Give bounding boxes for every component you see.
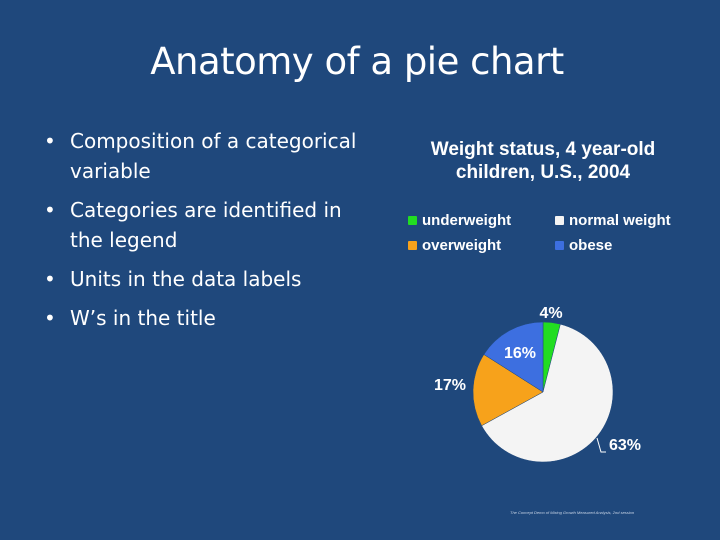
bullet-text: Categories are identified in the legend xyxy=(70,198,342,252)
data-label-overweight: 17% xyxy=(434,377,466,394)
legend-item-underweight: underweight xyxy=(408,212,555,229)
bullet-item: • Composition of a categorical variable xyxy=(44,126,364,186)
bullet-dot: • xyxy=(44,306,56,330)
bullet-dot: • xyxy=(44,198,56,222)
bullet-item: • Categories are identified in the legend xyxy=(44,195,364,255)
bullet-item: • Units in the data labels xyxy=(44,264,364,294)
slide-title: Anatomy of a pie chart xyxy=(150,40,564,83)
bullet-dot: • xyxy=(44,129,56,153)
legend-swatch-overweight xyxy=(408,241,417,250)
legend-swatch-underweight xyxy=(408,216,417,225)
chart-title: Weight status, 4 year-old children, U.S.… xyxy=(430,139,656,183)
legend-item-overweight: overweight xyxy=(408,237,555,254)
legend-item-normal-weight: normal weight xyxy=(555,212,705,229)
bullet-dot: • xyxy=(44,267,56,291)
pie-slice-overweight xyxy=(472,354,544,427)
bullet-item: • W’s in the title xyxy=(44,303,364,333)
legend-label-obese: obese xyxy=(569,237,613,254)
data-label-obese: 16% xyxy=(504,345,536,362)
chart-legend: underweight normal weight overweight obe… xyxy=(408,212,708,254)
data-label-underweight: 4% xyxy=(539,305,562,322)
legend-item-obese: obese xyxy=(555,237,705,254)
leader-line-normal-weight xyxy=(596,437,606,453)
legend-label-underweight: underweight xyxy=(422,212,512,229)
pie-slice-normal-weight xyxy=(481,323,614,463)
credit-text: The Concept Demo of Mixing Growth Measur… xyxy=(510,510,635,515)
bullet-text: Units in the data labels xyxy=(70,267,302,291)
legend-swatch-normal-weight xyxy=(555,216,564,225)
bullet-text: W’s in the title xyxy=(70,306,216,330)
pie-slice-obese xyxy=(483,321,544,393)
legend-swatch-obese xyxy=(555,241,564,250)
bullet-list: • Composition of a categorical variable •… xyxy=(44,126,364,342)
legend-label-overweight: overweight xyxy=(422,237,502,254)
legend-label-normal-weight: normal weight xyxy=(569,212,671,229)
data-label-normal-weight: 63% xyxy=(609,437,641,454)
bullet-text: Composition of a categorical variable xyxy=(70,129,357,183)
